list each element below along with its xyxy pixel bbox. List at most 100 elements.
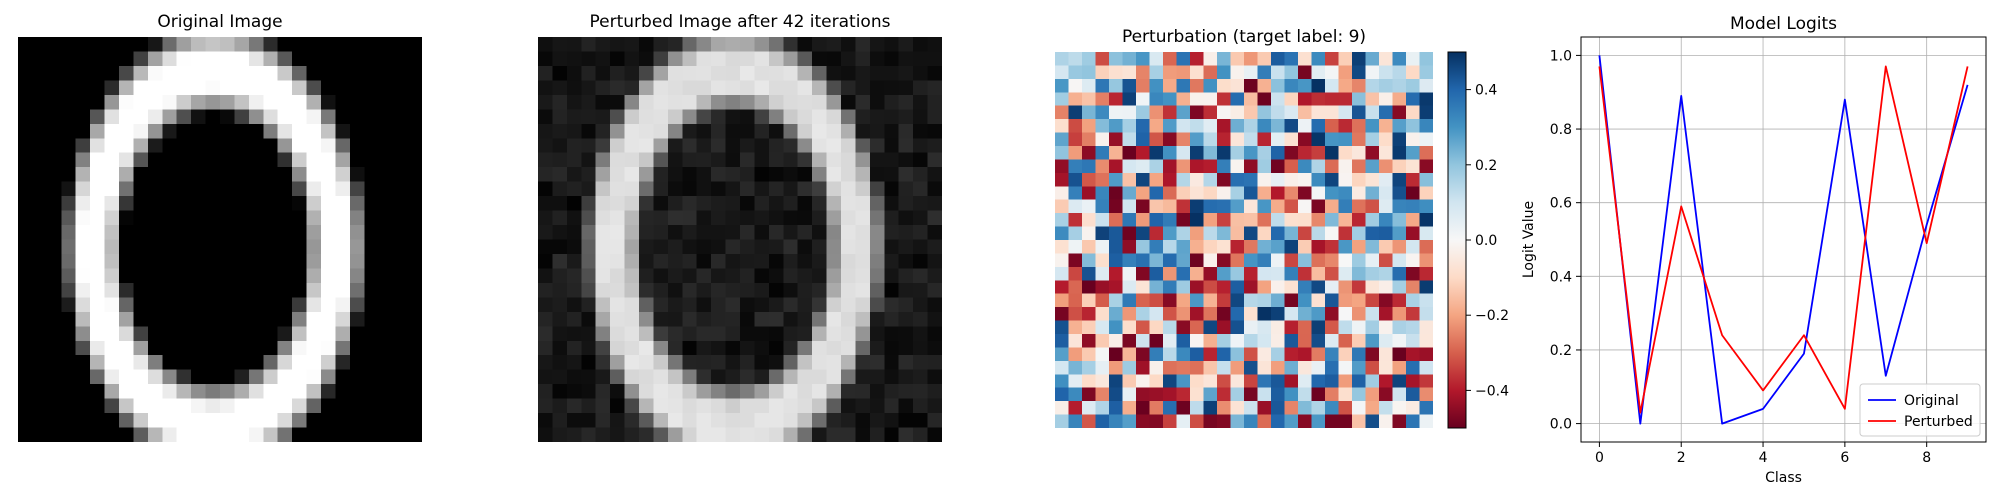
original-pixel: [162, 181, 178, 197]
original-pixel: [46, 398, 62, 414]
original-pixel: [46, 210, 62, 226]
perturbation-cell: [1136, 119, 1150, 133]
perturbation-cell: [1257, 92, 1272, 106]
perturbation-cell: [1068, 334, 1083, 348]
perturbation-cell: [1109, 320, 1123, 335]
original-pixel: [407, 282, 422, 298]
perturbed-pixel: [711, 239, 726, 255]
original-pixel: [147, 37, 163, 52]
original-pixel: [176, 311, 192, 327]
original-pixel: [220, 355, 235, 370]
perturbed-pixel: [797, 369, 813, 385]
original-pixel: [75, 239, 91, 255]
perturbation-cell: [1365, 374, 1380, 388]
perturbed-pixel: [783, 181, 799, 197]
perturbation-cell: [1419, 414, 1433, 428]
perturbed-pixel: [566, 65, 582, 81]
original-pixel: [393, 268, 408, 284]
original-pixel: [321, 355, 336, 370]
perturbed-pixel: [639, 311, 654, 327]
original-pixel: [32, 181, 48, 197]
perturbation-cell: [1095, 213, 1110, 227]
perturbed-digit-image: [538, 37, 942, 442]
perturbation-cell: [1284, 65, 1299, 80]
perturbed-pixel: [913, 369, 928, 385]
perturbation-cell: [1338, 78, 1353, 93]
original-pixel: [234, 398, 250, 414]
perturbation-cell: [1163, 199, 1177, 214]
perturbed-pixel: [566, 210, 582, 226]
perturbation-cell: [1217, 374, 1231, 388]
original-pixel: [277, 384, 293, 399]
original-pixel: [147, 210, 163, 226]
original-pixel: [61, 427, 77, 442]
perturbation-cell: [1244, 266, 1258, 281]
original-pixel: [147, 282, 163, 298]
original-pixel: [248, 167, 264, 182]
perturbed-pixel: [581, 239, 597, 255]
perturbed-pixel: [639, 210, 654, 226]
perturbed-pixel: [682, 369, 698, 385]
original-pixel: [407, 210, 422, 226]
perturbed-pixel: [826, 94, 842, 110]
perturbed-pixel: [841, 427, 856, 442]
perturbed-pixel: [754, 326, 770, 342]
perturbed-pixel: [768, 340, 784, 356]
original-pixel: [90, 181, 105, 197]
original-pixel: [407, 369, 422, 385]
perturbation-cell: [1082, 387, 1096, 402]
perturbation-cell: [1325, 199, 1339, 214]
perturbed-pixel: [552, 196, 568, 211]
perturbed-pixel: [826, 340, 842, 356]
perturbation-cell: [1055, 387, 1069, 402]
perturbed-pixel: [581, 282, 597, 298]
original-pixel: [162, 384, 178, 399]
perturbed-pixel: [826, 311, 842, 327]
perturbed-pixel: [783, 152, 799, 168]
original-pixel: [321, 109, 336, 125]
original-pixel: [335, 369, 351, 385]
original-pixel: [378, 311, 394, 327]
perturbation-cell: [1203, 65, 1218, 80]
original-pixel: [263, 253, 279, 269]
original-pixel: [205, 181, 221, 197]
original-pixel: [277, 210, 293, 226]
perturbation-cell: [1095, 293, 1110, 308]
original-pixel: [61, 369, 77, 385]
original-pixel: [220, 37, 235, 52]
original-pixel: [277, 225, 293, 240]
original-pixel: [90, 355, 105, 370]
perturbed-pixel: [855, 355, 871, 370]
perturbation-cell: [1109, 52, 1123, 66]
perturbed-pixel: [711, 51, 726, 67]
original-pixel: [248, 94, 264, 110]
perturbation-cell: [1406, 65, 1420, 80]
perturbed-pixel: [653, 369, 669, 385]
original-pixel: [407, 37, 422, 52]
original-pixel: [220, 427, 235, 442]
perturbation-cell: [1365, 186, 1380, 200]
perturbed-pixel: [696, 326, 712, 342]
original-pixel: [90, 427, 105, 442]
perturbed-pixel: [610, 196, 625, 211]
original-pixel: [191, 413, 206, 428]
perturbed-pixel: [927, 413, 942, 428]
perturbation-cell: [1244, 159, 1258, 174]
perturbation-cell: [1082, 213, 1096, 227]
perturbed-pixel: [538, 355, 553, 370]
perturbed-pixel: [566, 282, 582, 298]
perturbation-cell: [1109, 280, 1123, 294]
original-pixel: [220, 152, 235, 168]
original-pixel: [407, 326, 422, 342]
original-pixel: [393, 210, 408, 226]
original-pixel: [75, 384, 91, 399]
perturbation-cell: [1055, 374, 1069, 388]
perturbation-cell: [1311, 240, 1326, 254]
original-pixel: [162, 369, 178, 385]
perturbation-heatmap: [1055, 52, 1433, 428]
original-pixel: [263, 413, 279, 428]
original-pixel: [220, 94, 235, 110]
perturbed-pixel: [696, 109, 712, 125]
original-pixel: [133, 297, 149, 313]
perturbation-cell: [1055, 172, 1069, 187]
